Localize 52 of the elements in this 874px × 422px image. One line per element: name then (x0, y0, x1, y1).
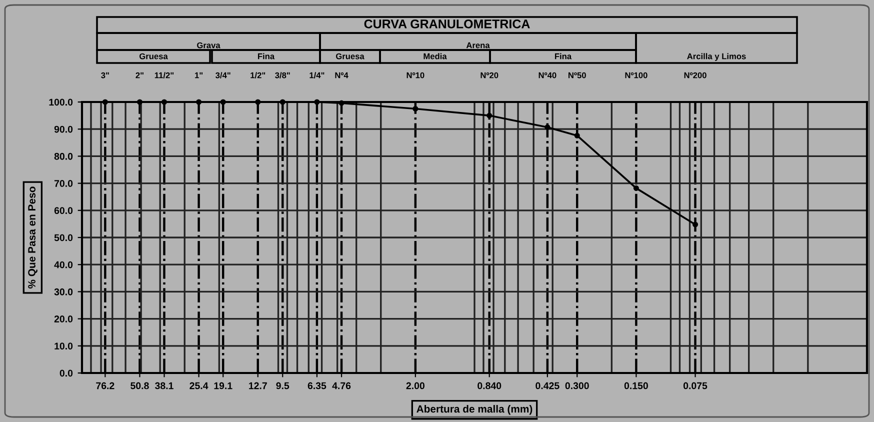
text: Nº10 (406, 72, 424, 78)
x-tick-label: 12.7 (249, 382, 267, 390)
x-tick-label: 50.8 (130, 382, 149, 390)
x-tick-label: 4.76 (332, 382, 351, 390)
text: Gruesa (139, 53, 168, 60)
y-tick-label: 60.0 (54, 207, 73, 214)
x-tick-label: 6.35 (308, 382, 326, 390)
x-tick-label: 0.075 (683, 382, 708, 390)
y-tick-label: 70.0 (54, 180, 73, 187)
text: Nº50 (568, 72, 586, 78)
text: Fina (554, 53, 572, 60)
x-tick-label: 19.1 (214, 382, 232, 390)
y-tick-label: 50.0 (54, 234, 73, 242)
y-tick-label: 80.0 (54, 152, 73, 160)
text: 3" (101, 72, 109, 78)
text: 2" (136, 72, 144, 78)
x-tick-label: 2.00 (406, 382, 424, 390)
text: Gruesa (336, 53, 364, 60)
y-axis-title: % Que Pasa en Peso (28, 186, 38, 288)
text: Arena (466, 42, 490, 48)
text: Media (424, 53, 447, 60)
x-tick-label: 0.300 (565, 382, 589, 390)
y-tick-label: 90.0 (54, 126, 73, 133)
y-tick-label: 0.0 (60, 370, 73, 377)
y-tick-label: 10.0 (54, 342, 73, 350)
text: Arcilla y Limos (687, 53, 746, 61)
x-tick-label: 76.2 (96, 382, 114, 390)
x-tick-label: 9.5 (276, 382, 290, 390)
text: 1/2" (250, 72, 266, 78)
x-tick-label: 0.840 (478, 382, 502, 390)
text: 3/8" (275, 72, 290, 78)
x-tick-label: 38.1 (155, 382, 174, 390)
x-tick-label: 25.4 (190, 382, 208, 390)
text: Nº200 (684, 72, 706, 78)
x-tick-label: 0.425 (536, 382, 560, 390)
y-tick-label: 40.0 (54, 261, 73, 268)
chart-title: CURVA GRANULOMETRICA (364, 20, 530, 28)
text: Fina (258, 53, 275, 60)
text: 1/4" (310, 72, 324, 78)
text: Nº20 (480, 72, 498, 78)
text: Nº100 (625, 72, 648, 78)
x-tick-label: 0.150 (624, 382, 648, 390)
y-tick-label: 100.0 (49, 98, 73, 106)
y-tick-label: 30.0 (54, 288, 73, 296)
text: 3/4" (216, 72, 230, 78)
text: Grava (197, 42, 220, 48)
text: Nº4 (335, 72, 348, 78)
text: 11/2" (154, 72, 174, 78)
y-tick-label: 20.0 (54, 316, 73, 322)
text: 1" (195, 72, 203, 78)
x-axis-title: Abertura de malla (mm) (416, 404, 532, 415)
text: Nº40 (538, 72, 556, 78)
